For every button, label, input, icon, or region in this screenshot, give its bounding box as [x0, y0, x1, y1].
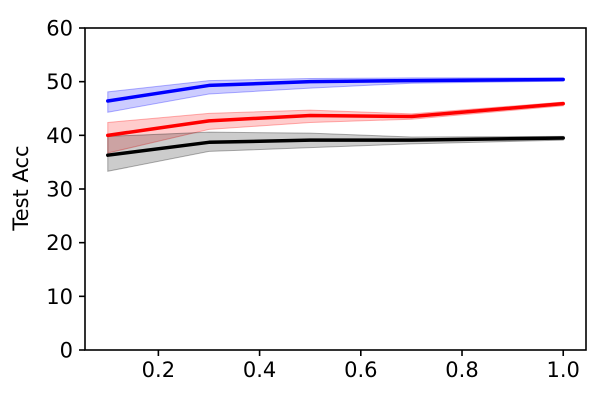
y-tick-label: 20: [46, 231, 73, 255]
y-axis-label: Test Acc: [9, 145, 33, 231]
y-tick-label: 40: [46, 124, 73, 148]
x-tick-label: 0.4: [243, 358, 276, 382]
plot-border: [84, 27, 587, 351]
x-tick-label: 0.2: [142, 358, 175, 382]
y-tick-label: 50: [46, 70, 73, 94]
axes: [79, 27, 587, 356]
red-line: [106, 101, 565, 138]
x-tick-label: 0.6: [344, 358, 377, 382]
y-tick-label: 60: [46, 17, 73, 41]
y-tick-label: 10: [46, 285, 73, 309]
tick-labels: 0.2 0.4 0.6 0.8 1.0 0 10 20 30 40 50 60: [46, 17, 580, 383]
x-tick-label: 1.0: [547, 358, 580, 382]
y-tick-label: 0: [60, 339, 73, 363]
y-tick-label: 30: [46, 178, 73, 202]
series-lines: [106, 77, 565, 157]
black-line: [106, 136, 565, 157]
x-tick-label: 0.8: [445, 358, 478, 382]
blue-line: [106, 77, 565, 103]
